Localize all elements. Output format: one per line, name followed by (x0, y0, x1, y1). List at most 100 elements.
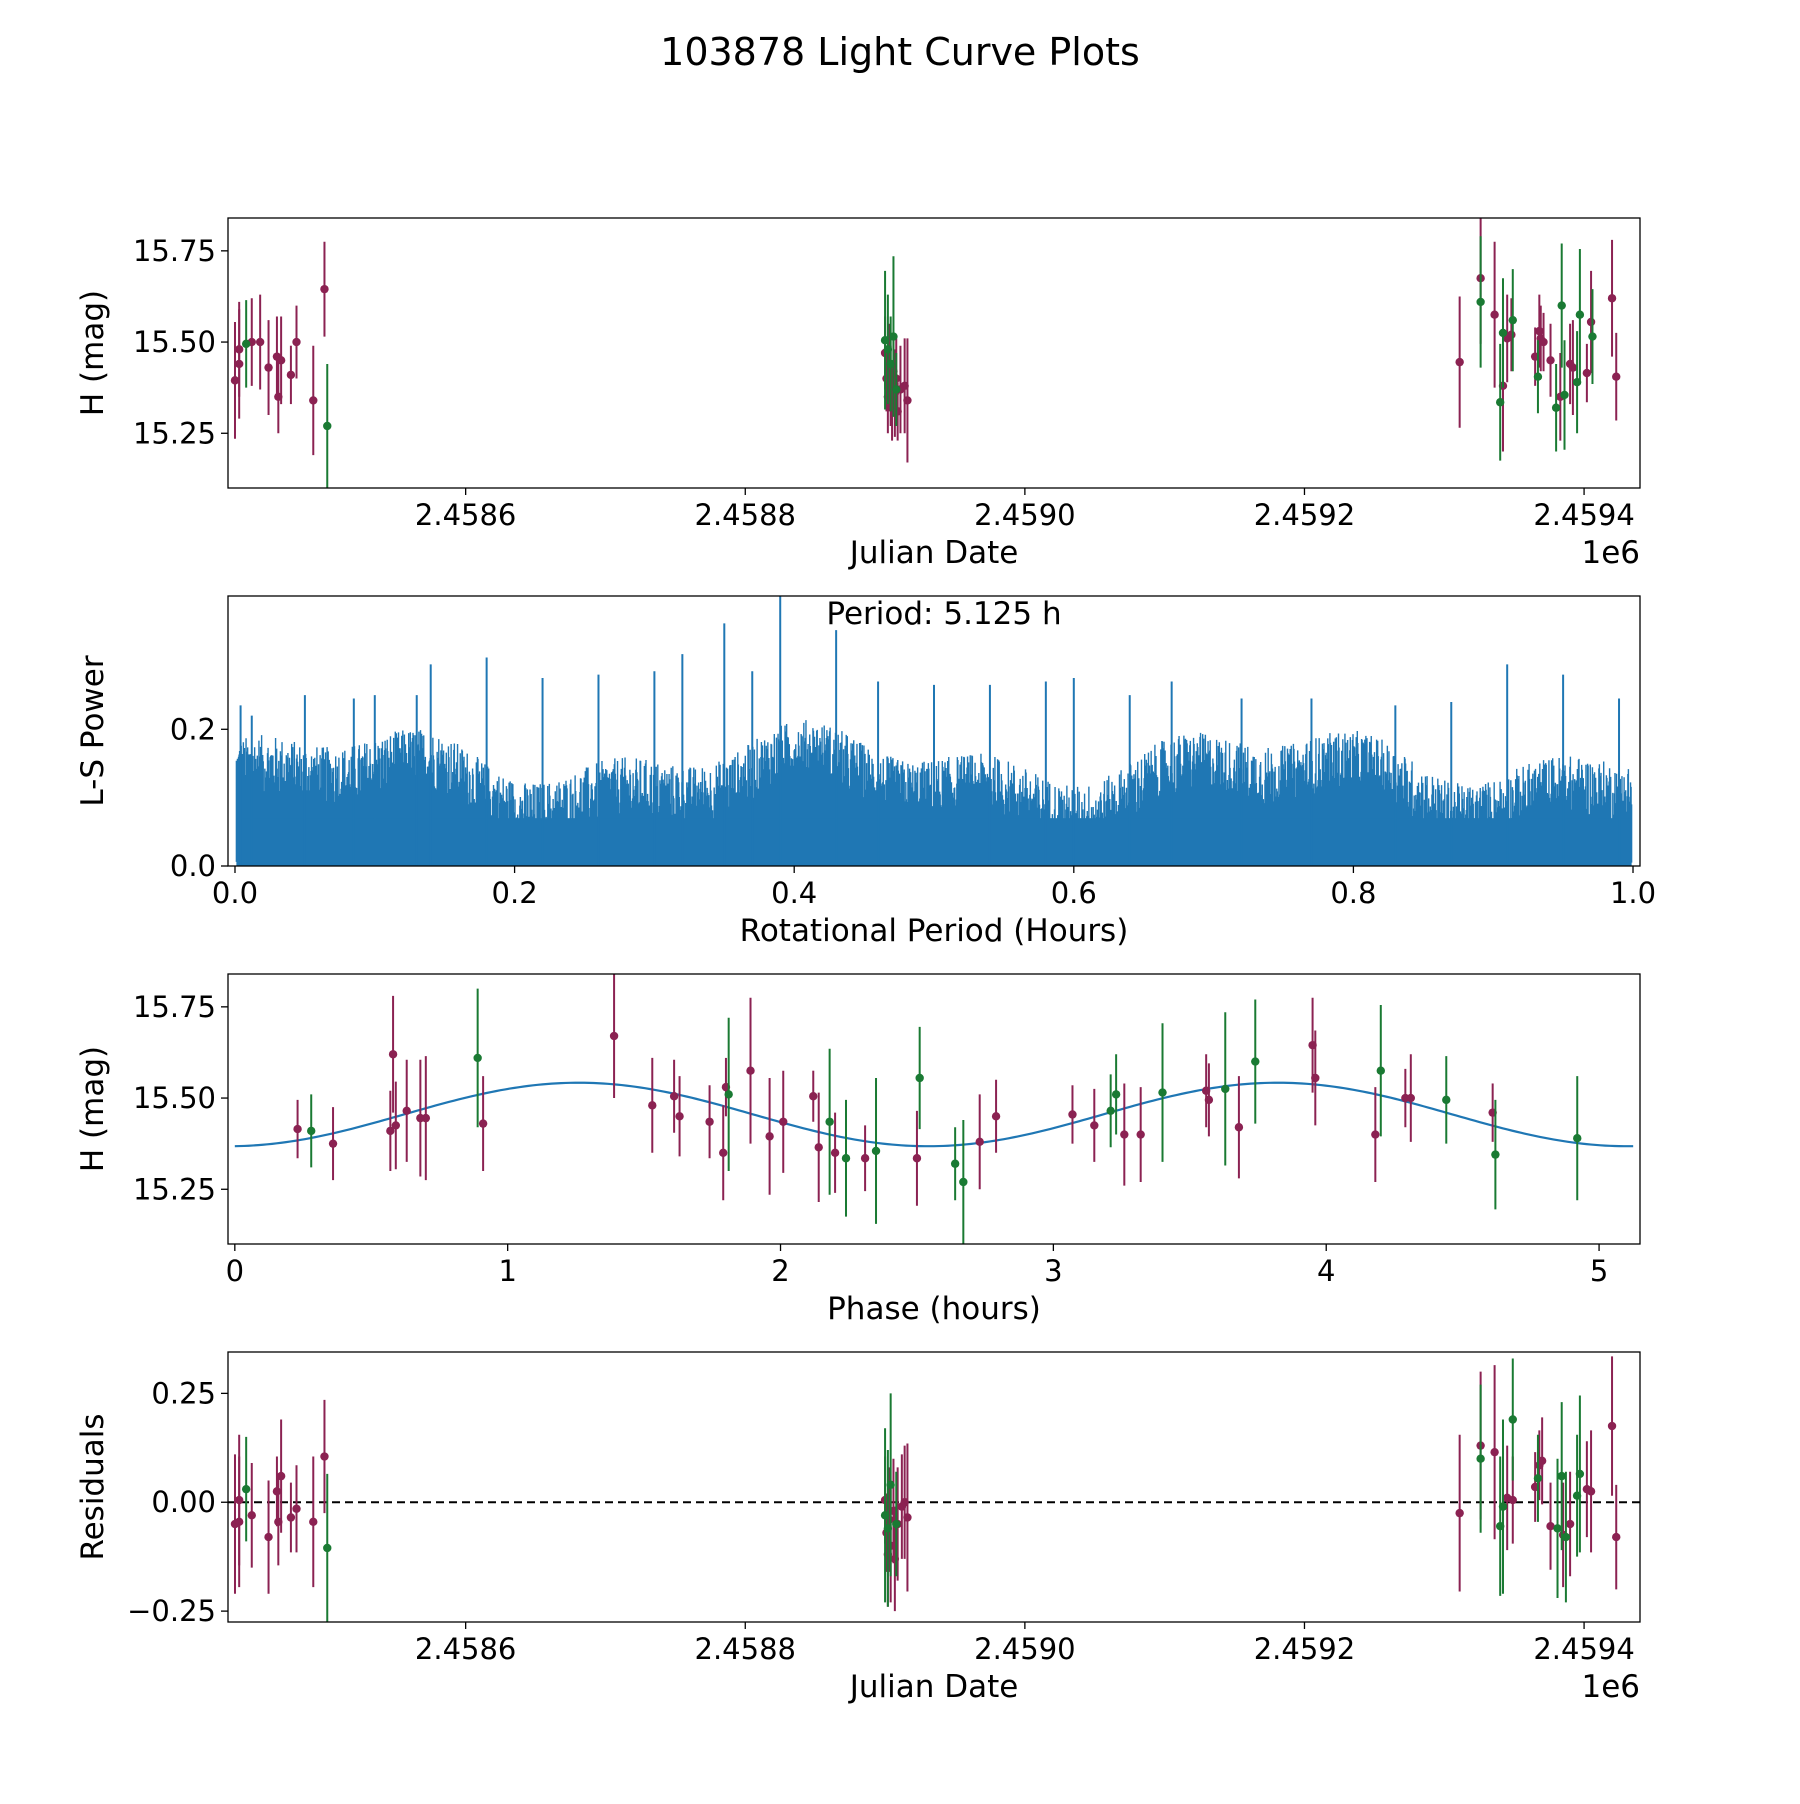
residuals-xtick-label: 2.4588 (695, 1632, 796, 1666)
lightcurve-xtick-label: 2.4594 (1533, 498, 1634, 532)
periodogram-xtick-label: 0.0 (212, 876, 258, 910)
residuals-data-layer (228, 1356, 1640, 1622)
lightcurve-xtick-label: 2.4592 (1254, 498, 1355, 532)
green-point (1498, 1502, 1508, 1511)
phase-xlabel: Phase (hours) (827, 1291, 1041, 1327)
green-point (1476, 1454, 1485, 1463)
magenta-point (991, 1112, 1001, 1121)
magenta-point (1406, 1093, 1416, 1103)
phase-ytick-label: 15.25 (133, 1172, 216, 1206)
phase-xtick-label: 5 (1590, 1254, 1608, 1288)
magenta-point (320, 1452, 329, 1461)
residuals-xlabel: Julian Date (848, 1669, 1019, 1705)
magenta-point (276, 356, 286, 365)
phase-ytick-label: 15.75 (133, 990, 216, 1024)
green-point (841, 1154, 851, 1163)
magenta-point (234, 1495, 244, 1505)
magenta-point (1490, 310, 1499, 319)
residuals-ytick-label: 0.00 (151, 1485, 216, 1519)
magenta-point (391, 1121, 401, 1130)
green-point (871, 1146, 881, 1156)
magenta-point (903, 1513, 912, 1522)
green-point (473, 1053, 482, 1063)
magenta-point (421, 1113, 431, 1123)
magenta-point (648, 1101, 657, 1110)
green-point (1557, 301, 1566, 310)
magenta-point (779, 1117, 788, 1126)
magenta-point (292, 1504, 301, 1513)
magenta-point (264, 363, 273, 372)
periodogram-xtick-label: 0.6 (1051, 876, 1097, 910)
magenta-point (830, 1148, 840, 1157)
phase-data-layer (234, 974, 1634, 1244)
magenta-point (719, 1148, 728, 1157)
magenta-point (388, 1050, 398, 1059)
magenta-point (478, 1119, 488, 1128)
green-point (892, 385, 901, 394)
green-point (1575, 1469, 1585, 1479)
green-point (1251, 1057, 1260, 1066)
lightcurve-xlabel: Julian Date (848, 535, 1019, 571)
magenta-point (903, 396, 912, 405)
periodogram-xtick-label: 1.0 (1610, 876, 1656, 910)
lightcurve-panel: 2.4586 2.4588 2.4590 2.4592 2.4594 15.25 15.50… (75, 217, 1641, 571)
green-point (1158, 1088, 1167, 1097)
magenta-point (286, 1513, 296, 1522)
magenta-point (230, 376, 240, 385)
magenta-point (1490, 1447, 1499, 1457)
magenta-point (912, 1154, 922, 1163)
residuals-panel: 2.4586 2.4588 2.4590 2.4592 2.4594 −0.25 0.00 0… (75, 1351, 1641, 1705)
periodogram-ylabel: L-S Power (75, 655, 111, 806)
figure-title: 103878 Light Curve Plots (660, 30, 1140, 74)
magenta-point (609, 1031, 619, 1041)
green-point (1588, 332, 1597, 341)
green-point (241, 1484, 251, 1494)
lightcurve-xtick-label: 2.4590 (974, 498, 1075, 532)
magenta-point (276, 1471, 286, 1481)
residuals-ytick-label: 0.25 (151, 1376, 216, 1410)
periodogram-ytick-label: 0.2 (170, 712, 216, 746)
magenta-point (247, 1511, 256, 1520)
green-point (241, 339, 251, 349)
magenta-point (1586, 317, 1596, 327)
magenta-point (1204, 1095, 1214, 1105)
green-point (1533, 372, 1543, 381)
residuals-xtick-label: 2.4586 (415, 1632, 516, 1666)
green-point (1376, 1066, 1385, 1075)
green-point (307, 1126, 316, 1136)
magenta-point (860, 1154, 870, 1163)
green-point (323, 421, 332, 431)
green-point (915, 1073, 924, 1083)
magenta-point (1612, 1532, 1621, 1542)
magenta-point (255, 337, 265, 347)
magenta-point (1539, 337, 1548, 347)
green-point (886, 1480, 895, 1490)
magenta-point (264, 1532, 273, 1542)
phase-xtick-label: 3 (1044, 1254, 1062, 1288)
green-point (1575, 310, 1585, 319)
magenta-point (1568, 363, 1578, 372)
magenta-point (675, 1112, 684, 1121)
magenta-point (669, 1092, 679, 1101)
magenta-point (975, 1137, 984, 1147)
lightcurve-ytick-label: 15.50 (133, 325, 216, 359)
phase-axes-frame (227, 973, 1641, 1245)
magenta-point (1537, 1456, 1547, 1466)
green-point (889, 332, 898, 341)
green-point (1573, 1133, 1582, 1143)
lightcurve-xtick-label: 2.4586 (415, 498, 516, 532)
magenta-point (292, 337, 301, 347)
green-point (323, 1543, 332, 1553)
periodogram-axes-frame (227, 595, 1641, 867)
magenta-point (1371, 1130, 1380, 1139)
green-point (1561, 1532, 1571, 1542)
magenta-point (1507, 330, 1516, 339)
green-point (1553, 1524, 1562, 1533)
magenta-point (1582, 368, 1592, 378)
periodogram-panel: 0.0 0.2 0.4 0.6 0.8 1.0 0.0 0.2 Rotational Perio… (75, 595, 1656, 949)
green-point (1111, 1090, 1121, 1099)
phase-xtick-label: 2 (771, 1254, 789, 1288)
magenta-point (328, 1139, 338, 1148)
